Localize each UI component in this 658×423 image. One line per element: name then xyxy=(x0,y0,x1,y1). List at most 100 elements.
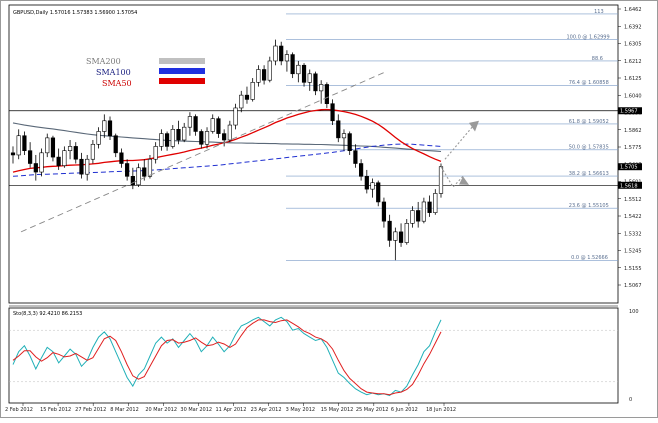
candle-bear xyxy=(79,158,84,175)
date-axis-label: 27 Feb 2012 xyxy=(75,407,106,413)
candle-bear xyxy=(56,156,61,166)
candle-bull xyxy=(159,133,164,147)
price-tag-label: 1.5967 xyxy=(620,109,638,115)
date-axis-label: 25 May 2012 xyxy=(356,407,389,413)
price-axis-label: 1.6125 xyxy=(624,76,642,82)
candle-bear xyxy=(216,118,221,134)
candle-bull xyxy=(267,60,272,81)
fib-level-label: 61.8 @ 1.59052 xyxy=(569,119,609,125)
candle-bear xyxy=(50,137,56,158)
candle-bull xyxy=(204,131,210,145)
candle-bear xyxy=(376,182,381,203)
candle-bull xyxy=(410,210,415,224)
oscillator-header: Sto(8,3,3) 92.4210 86.2153 xyxy=(13,311,82,317)
sma50-line xyxy=(12,108,442,173)
candle-bull xyxy=(210,118,215,132)
candle-bull xyxy=(370,182,375,190)
date-axis-label: 23 Apr 2012 xyxy=(251,407,282,413)
price-axis-label: 1.6040 xyxy=(624,93,642,99)
price-axis-label: 1.5067 xyxy=(624,283,642,289)
candle-bull xyxy=(187,116,193,128)
candle-bear xyxy=(324,84,329,104)
candle-bull xyxy=(393,231,398,241)
candle-bull xyxy=(233,107,238,126)
oscillator-axis-top: 100 xyxy=(629,309,639,315)
fib-level-label: 113 xyxy=(594,9,604,15)
fib-level-label: 76.4 @ 1.60858 xyxy=(569,80,609,86)
date-axis-label: 30 Mar 2012 xyxy=(180,407,212,413)
forecast-arrow-down xyxy=(440,166,464,188)
fib-level-label: 0.0 @ 1.52666 xyxy=(571,255,608,261)
candle-bear xyxy=(199,131,204,145)
moving-averages xyxy=(12,108,442,177)
candle-bear xyxy=(398,231,404,243)
price-axis-label: 1.5245 xyxy=(624,249,642,255)
candle-bear xyxy=(193,116,198,132)
date-axis-label: 15 May 2012 xyxy=(321,407,354,413)
candle-bear xyxy=(244,94,250,100)
legend-swatch-sma200 xyxy=(159,58,205,64)
candle-bear xyxy=(279,45,284,62)
candle-bear xyxy=(125,163,130,177)
forecast-arrow-up xyxy=(444,125,474,160)
candle-bull xyxy=(62,150,67,166)
legend-label-sma100: SMA100 xyxy=(96,68,131,77)
forecast-arrowhead-down xyxy=(459,176,469,185)
candle-bear xyxy=(33,163,38,173)
candle-bull xyxy=(273,45,278,62)
candle-bear xyxy=(73,146,78,160)
candle-bull xyxy=(147,158,153,177)
candle-bear xyxy=(301,64,307,83)
legend: SMA200 SMA100 SMA50 xyxy=(86,57,205,88)
candle-bear xyxy=(416,210,421,222)
candle-bear xyxy=(381,201,387,222)
candle-bull xyxy=(182,126,187,141)
price-axis-label: 1.5512 xyxy=(624,197,642,203)
forecast-arrowhead-up xyxy=(469,120,479,132)
candle-bear xyxy=(130,176,135,186)
candlesticks xyxy=(10,39,444,261)
candle-bear xyxy=(353,150,358,164)
candle-bull xyxy=(341,133,347,139)
candle-bull xyxy=(296,64,301,75)
candle-bull xyxy=(90,143,95,160)
candle-bull xyxy=(307,73,312,83)
fib-level-label: 23.6 @ 1.55105 xyxy=(569,203,609,209)
date-axis-label: 18 Jun 2012 xyxy=(426,407,456,413)
price-tag-label: 1.5618 xyxy=(620,183,638,189)
candle-bear xyxy=(427,201,432,213)
date-axis-label: 3 May 2012 xyxy=(286,407,315,413)
price-axis-label: 1.5332 xyxy=(624,231,642,237)
date-axis-label: 15 Feb 2012 xyxy=(40,407,71,413)
date-axis: 2 Feb 2012 15 Feb 2012 27 Feb 2012 8 Mar 20… xyxy=(5,403,456,413)
price-tag-label: 1.5705 xyxy=(620,165,638,171)
oscillator-panel-frame xyxy=(8,307,619,404)
candle-bear xyxy=(142,167,147,177)
stochastic-oscillator xyxy=(9,316,618,397)
date-axis-label: 6 Jun 2012 xyxy=(391,407,418,413)
candle-bear xyxy=(290,54,295,75)
price-panel-frame xyxy=(8,4,619,304)
candle-bear xyxy=(22,135,27,151)
price-axis-label: 1.6305 xyxy=(624,42,642,48)
price-axis-label: 1.5155 xyxy=(624,266,642,272)
candle-bear xyxy=(164,133,170,147)
candle-bull xyxy=(67,146,73,151)
date-axis-label: 11 Apr 2012 xyxy=(216,407,247,413)
legend-label-sma50: SMA50 xyxy=(102,79,132,88)
fib-level-label: 88.6 xyxy=(592,56,603,62)
fib-level-label: 100.0 @ 1.62999 xyxy=(567,34,610,40)
candle-bull xyxy=(438,166,444,194)
chart-header: GBPUSD,Daily 1.57016 1.57383 1.56900 1.5… xyxy=(13,10,137,16)
fibonacci-levels: 113 100.0 @ 1.62999 88.6 76.4 @ 1.60858 61.8… xyxy=(8,4,619,404)
price-tag-box xyxy=(618,181,642,189)
candle-bull xyxy=(153,146,158,160)
price-axis: 1.6462 1.6392 1.6305 1.6212 1.6125 1.6040 1.59… xyxy=(618,7,642,289)
price-tag-box xyxy=(618,107,642,115)
stochastic-d-line xyxy=(12,319,442,396)
candle-bear xyxy=(222,133,227,141)
candle-bull xyxy=(404,223,409,243)
candle-bull xyxy=(433,193,438,213)
